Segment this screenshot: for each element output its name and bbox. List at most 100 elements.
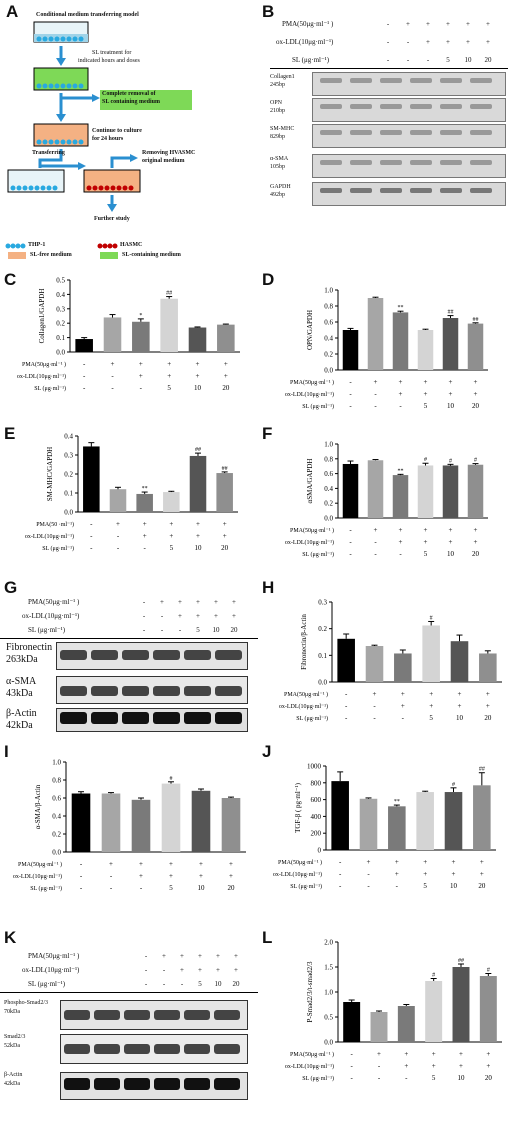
- gel-band-3-4: [440, 160, 462, 165]
- C-sl_row-4: 10: [194, 384, 202, 392]
- k-ox_row-5: +: [234, 966, 238, 974]
- L-treat-oxldl: ox-LDL(10μg·ml⁻¹): [285, 1063, 334, 1070]
- g-pma_row-0: -: [142, 598, 146, 606]
- gel-band-3-3: [410, 160, 432, 165]
- L-sl_row-5: 20: [485, 1074, 493, 1082]
- bar-D-2: [392, 312, 409, 370]
- b-sl_row-1: -: [406, 56, 410, 64]
- b-ox_row-5: +: [486, 38, 490, 46]
- sig-D-2: **: [398, 305, 404, 311]
- gel-size-0: 245bp: [270, 82, 285, 88]
- L-sl_row-4: 10: [458, 1074, 466, 1082]
- ytick-I-5: 1.0: [52, 759, 61, 767]
- treat-sl-label: SL (μg·ml⁻¹): [292, 56, 330, 64]
- bar-H-2: [394, 653, 412, 682]
- sig-F-5: #: [474, 458, 477, 464]
- C-ox_row-4: +: [196, 372, 200, 380]
- J-ox_row-4: +: [452, 870, 456, 878]
- F-pma_row-4: +: [449, 526, 453, 534]
- D-sl_row-3: 5: [424, 402, 428, 410]
- ylabel-H: Fibronectin/β-Actin: [300, 614, 308, 670]
- gel-label-3: α-SMA: [270, 156, 289, 162]
- gel-label-2: SM-MHC: [270, 126, 295, 132]
- I-sl_row-0: -: [80, 884, 83, 892]
- F-ox_row-5: +: [474, 538, 478, 546]
- gel-sm-mhc: [312, 124, 506, 148]
- chart-d-svg: 0.0 0.2 0.4 0.6 0.8 1.0 OPN/GAPDH - - - + - - ** + + - + +…: [285, 287, 488, 410]
- C-treat-oxldl: ox-LDL(10μg·ml⁻¹): [17, 373, 66, 380]
- blot-k-size-1: 52kDa: [4, 1043, 20, 1049]
- k-sl_row-3: 5: [198, 980, 202, 988]
- b-pma_row-0: -: [386, 20, 390, 28]
- E-pma_row-1: +: [116, 520, 120, 528]
- E-sl_row-3: 5: [170, 544, 174, 552]
- gel-band-0-4: [440, 78, 462, 83]
- ytick-F-1: 0.2: [324, 500, 333, 508]
- bar-E-0: [83, 446, 100, 512]
- sig-I-3: #: [170, 776, 173, 782]
- J-pma_row-0: -: [339, 858, 342, 866]
- H-pma_row-3: +: [429, 690, 433, 698]
- k-sl_row-1: -: [162, 980, 166, 988]
- bar-H-0: [337, 638, 355, 682]
- gel-band-0-3: [410, 78, 432, 83]
- J-ox_row-3: +: [423, 870, 427, 878]
- ytick-C-1: 0.1: [56, 334, 65, 342]
- blot-k-size-2: 42kDa: [4, 1081, 20, 1087]
- k-pma_row-1: +: [162, 952, 166, 960]
- blot-k-band-2-4: [184, 1078, 210, 1090]
- F-pma_row-3: +: [424, 526, 428, 534]
- ytick-C-5: 0.5: [56, 277, 65, 285]
- gel-band-1-1: [350, 104, 372, 109]
- L-treat-sl: SL (μg·ml⁻¹): [302, 1075, 334, 1082]
- H-sl_row-0: -: [345, 714, 348, 722]
- panel-a-schematic: Conditional medium transferring model: [0, 0, 260, 265]
- k-pma_row-3: +: [198, 952, 202, 960]
- gel-band-4-5: [470, 188, 492, 193]
- blot-k-band-2-0: [64, 1078, 90, 1090]
- sig-J-2: **: [394, 799, 400, 805]
- blot-g-band-1-3: [153, 686, 180, 696]
- g-ox_row-5: +: [232, 612, 236, 620]
- L-ox_row-4: +: [459, 1062, 463, 1070]
- I-sl_row-2: -: [140, 884, 143, 892]
- chart-f: 0.0 0.2 0.4 0.6 0.8 1.0 αSMA/GAPDH - - - + - - ** + + - #…: [258, 424, 512, 574]
- blot-g-band-2-1: [91, 712, 118, 724]
- bar-C-5: [217, 324, 235, 352]
- D-ox_row-2: +: [399, 390, 403, 398]
- bar-H-5: [479, 653, 497, 682]
- E-sl_row-1: -: [117, 544, 120, 552]
- blot-k-label-0: Phospho-Smad2/3: [4, 1000, 49, 1006]
- bar-L-1: [370, 1012, 388, 1042]
- blot-g-band-0-0: [60, 650, 87, 660]
- ytick-J-2: 400: [311, 813, 322, 821]
- D-sl_row-0: -: [349, 402, 352, 410]
- legend-thp1: THP-1: [28, 242, 46, 248]
- blot-k-band-2-2: [124, 1078, 150, 1090]
- ytick-C-2: 0.2: [56, 320, 65, 328]
- bar-I-3: [161, 783, 181, 852]
- blot-g-label-1: α-SMA: [6, 676, 37, 687]
- ytick-H-2: 0.2: [318, 625, 327, 633]
- chart-d: 0.0 0.2 0.4 0.6 0.8 1.0 OPN/GAPDH - - - + - - ** + + - + +…: [258, 270, 512, 420]
- gel-band-1-3: [410, 104, 432, 109]
- k-pma_row-5: +: [234, 952, 238, 960]
- chart-j: 0 200 400 600 800 1000 TGF-β ( pg·ml⁻¹) - - - + - - *…: [258, 744, 512, 920]
- ytick-L-2: 1.0: [324, 989, 333, 997]
- gel-size-1: 210bp: [270, 108, 285, 114]
- k-sl_row-5: 20: [232, 980, 240, 988]
- k-pma_row-2: +: [180, 952, 184, 960]
- E-sl_row-4: 10: [195, 544, 203, 552]
- g-pma_row-5: +: [232, 598, 236, 606]
- gel-size-4: 492bp: [270, 192, 285, 198]
- blot-g-size-1: 43kDa: [6, 688, 33, 699]
- blot-g-size-2: 42kDa: [6, 720, 33, 731]
- blot-k-band-2-3: [154, 1078, 180, 1090]
- D-sl_row-2: -: [399, 402, 402, 410]
- I-pma_row-5: +: [229, 860, 233, 868]
- E-pma_row-2: +: [143, 520, 147, 528]
- F-ox_row-2: +: [399, 538, 403, 546]
- J-ox_row-1: -: [367, 870, 370, 878]
- D-ox_row-4: +: [449, 390, 453, 398]
- C-ox_row-5: +: [224, 372, 228, 380]
